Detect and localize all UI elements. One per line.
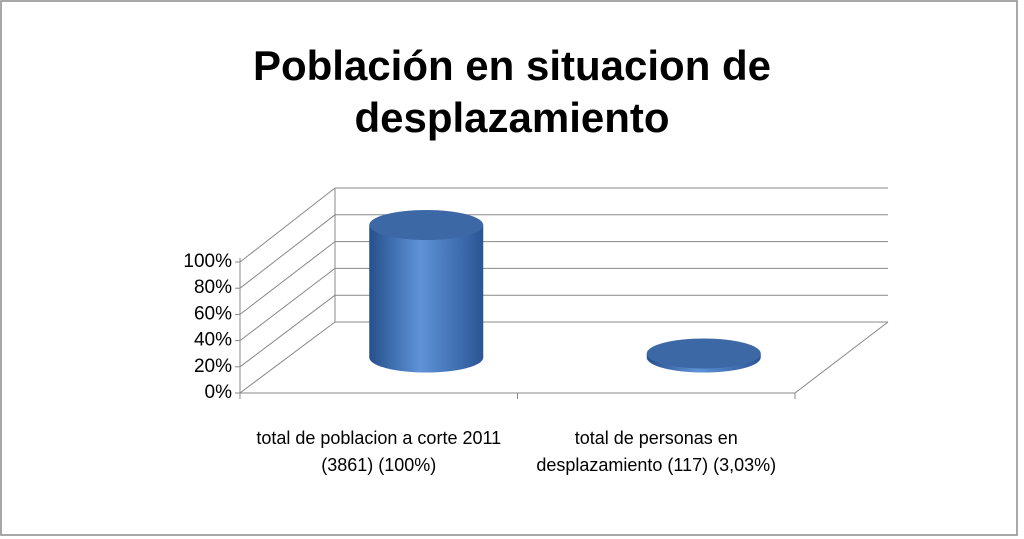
chart-title: Población en situacion de desplazamiento	[252, 42, 772, 141]
grid-line	[239, 268, 336, 341]
grid-line	[239, 214, 336, 289]
x-tick-label: total de poblacion a corte 2011 (3861) (…	[256, 428, 502, 475]
y-tick-label: 40%	[194, 330, 232, 351]
grid-line	[239, 241, 336, 315]
y-tick-label: 20%	[194, 356, 232, 377]
y-tick-label: 100%	[183, 251, 232, 272]
cylinder	[646, 338, 761, 373]
grid-line	[239, 187, 336, 263]
x-tick-label: total de personas en desplazamiento (117…	[536, 428, 777, 475]
cylinder	[369, 210, 484, 373]
cylinder-top	[369, 210, 484, 240]
grid-line	[239, 294, 336, 368]
floor-edge	[794, 321, 889, 394]
y-tick-label: 80%	[194, 277, 232, 298]
title-box: Población en situacion de desplazamiento	[252, 42, 772, 141]
cylinder-body	[369, 225, 484, 373]
grid-line	[239, 321, 336, 394]
y-tick-label: 0%	[205, 382, 233, 403]
cylinder-top	[646, 338, 761, 369]
y-tick-label: 60%	[194, 303, 232, 324]
